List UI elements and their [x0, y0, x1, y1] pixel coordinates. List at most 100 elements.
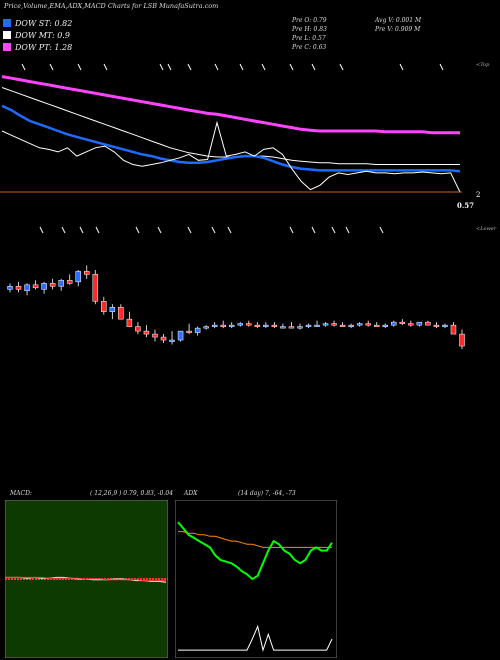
macd-title: MACD:	[10, 490, 32, 497]
ema-arrow-0	[21, 63, 26, 71]
upper-top-label: <Top	[476, 62, 490, 68]
last-price-label: 0.57	[457, 201, 474, 210]
stat-pre-volume: Pre V: 0.909 M	[375, 26, 421, 33]
candle-arrow-11	[331, 226, 336, 234]
ema-signal-arrows	[21, 63, 444, 71]
candle-arrow-2	[79, 226, 84, 234]
ema-arrow-12	[339, 63, 344, 71]
ema-arrow-1	[49, 63, 54, 71]
candle-body-30	[263, 324, 269, 327]
ema-arrow-13	[399, 63, 404, 71]
adx-series-di	[177, 521, 333, 581]
candle-arrow-5	[157, 226, 162, 234]
candle-body-33	[288, 326, 295, 329]
legend-dow-st: DOW ST: 0.82	[3, 18, 72, 28]
candle-body-32	[280, 326, 286, 329]
adx-params: (14 day) 7, -64, -73	[238, 490, 296, 497]
candle-body-15	[135, 326, 141, 332]
ema-series-dow-st	[1, 104, 461, 173]
candle-body-5	[49, 283, 56, 287]
candle-body-16	[143, 330, 150, 335]
candle-body-7	[66, 280, 73, 284]
candle-body-40	[348, 324, 354, 327]
legend-dow-pt: DOW PT: 1.28	[3, 42, 72, 52]
candle-body-48	[416, 321, 423, 326]
candle-body-28	[246, 323, 252, 326]
macd-series-signal	[5, 576, 166, 582]
candle-arrow-4	[135, 226, 140, 234]
adx-series-adx	[178, 624, 333, 652]
ema-arrow-7	[214, 63, 219, 71]
adx-title: ADX	[184, 490, 198, 497]
stat-close: Pre C: 0.63	[292, 44, 327, 51]
candle-body-0	[7, 286, 13, 290]
candlestick-chart: <Lower	[7, 226, 497, 350]
legend-dow-mt: DOW MT: 0.9	[3, 30, 70, 40]
candle-body-21	[186, 330, 192, 333]
candle-body-42	[365, 323, 371, 326]
candle-body-8	[75, 271, 81, 283]
candle-body-45	[391, 321, 397, 326]
candle-body-4	[41, 283, 47, 290]
candle-body-52	[450, 324, 457, 335]
lower-top-label: <Lower	[476, 226, 497, 232]
candle-arrow-1	[61, 226, 66, 234]
ema-lines	[1, 75, 461, 193]
candle-body-6	[58, 280, 64, 287]
candle-body-11	[101, 301, 107, 312]
stat-open: Pre O: 0.79	[292, 17, 327, 24]
candle-body-46	[399, 321, 406, 324]
ema-arrow-11	[311, 63, 316, 71]
candle-body-26	[228, 324, 235, 327]
candle-body-18	[160, 336, 167, 341]
candle-arrow-10	[311, 226, 316, 234]
ema-arrow-14	[439, 63, 444, 71]
candle-arrow-9	[289, 226, 294, 234]
ema-arrow-9	[261, 63, 266, 71]
adx-lines	[177, 521, 333, 652]
candle-body-35	[305, 324, 312, 327]
candle-arrow-8	[227, 226, 232, 234]
ema-chart: <Top 2 0.57	[0, 62, 490, 210]
candle-body-10	[92, 274, 99, 302]
ema-arrow-8	[239, 63, 244, 71]
adx-background	[175, 500, 337, 658]
candle-arrow-12	[345, 226, 350, 234]
legend-label-mt: DOW MT: 0.9	[15, 30, 70, 40]
candle-arrow-13	[379, 226, 384, 234]
candle-body-27	[237, 323, 244, 326]
candle-arrow-6	[187, 226, 192, 234]
candle-body-39	[339, 324, 346, 327]
candle-body-37	[322, 323, 329, 326]
ema-arrow-3	[103, 63, 108, 71]
candle-body-51	[442, 324, 448, 327]
candle-body-34	[297, 326, 303, 329]
ema-arrow-5	[167, 63, 172, 71]
candle-body-12	[109, 306, 116, 312]
candle-body-31	[271, 324, 278, 327]
candle-arrow-3	[95, 226, 100, 234]
candle-body-24	[211, 324, 218, 327]
candle-body-13	[118, 306, 124, 320]
ema-arrow-10	[289, 63, 294, 71]
candle-body-1	[15, 286, 22, 290]
candle-body-25	[220, 324, 226, 327]
candle-signal-arrows	[39, 226, 384, 234]
legend-label-st: DOW ST: 0.82	[15, 18, 73, 28]
candle-body-44	[382, 324, 388, 327]
candle-arrow-7	[211, 226, 216, 234]
adx-series-di	[178, 531, 332, 548]
stat-low: Pre L: 0.57	[292, 35, 326, 42]
ema-series-dow-pt	[1, 75, 460, 135]
candle-body-50	[433, 324, 440, 327]
candle-body-53	[459, 333, 465, 347]
candle-body-38	[331, 323, 337, 326]
macd-params: ( 12,26,9 ) 0.79, 0.83, -0.04	[90, 490, 174, 497]
candle-body-14	[126, 318, 133, 327]
legend-swatch-st	[3, 19, 11, 27]
macd-lines	[5, 576, 168, 583]
legend-label-pt: DOW PT: 1.28	[15, 42, 73, 52]
candle-body-19	[169, 339, 175, 342]
chart-title: Price,Volume,EMA,ADX,MACD Charts for LSB…	[4, 2, 219, 10]
candle-body-41	[356, 323, 363, 326]
